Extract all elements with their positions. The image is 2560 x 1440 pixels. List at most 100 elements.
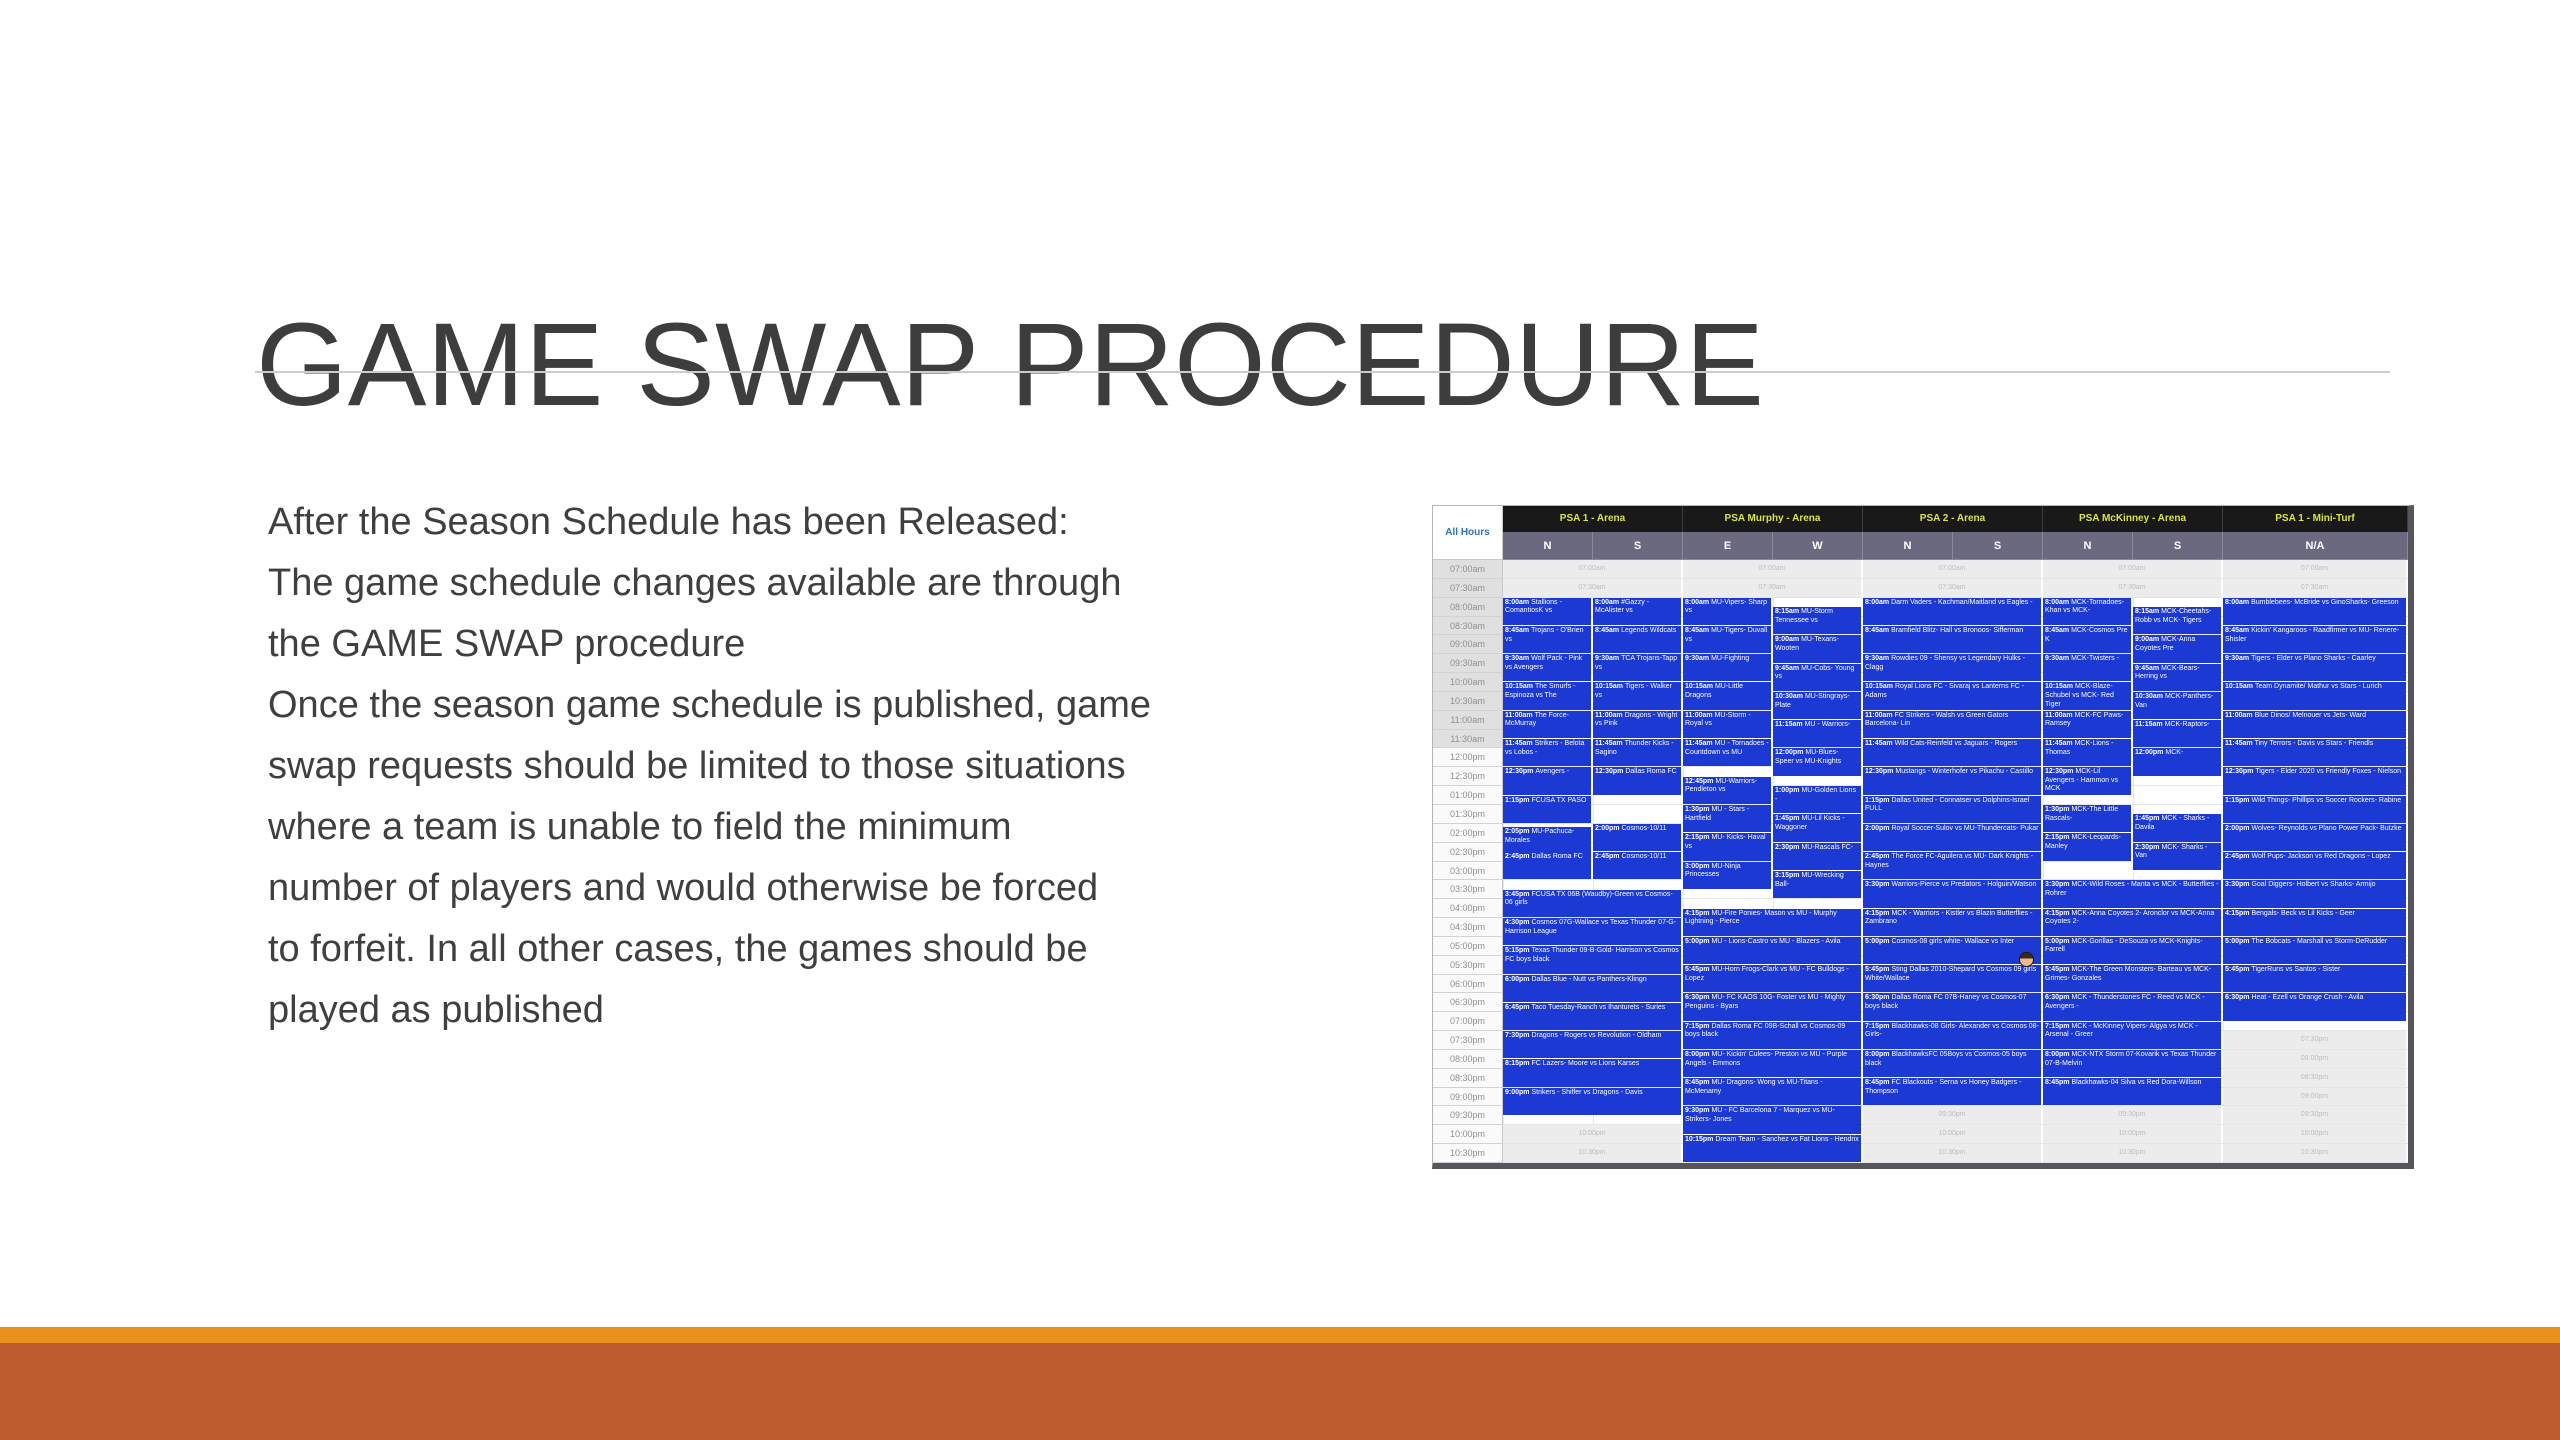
event-time: 6:30pm <box>1865 994 1892 1002</box>
schedule-event: 5:45pm Sting Dallas 2010-Shepard vs Cosm… <box>1863 965 2041 993</box>
event-time: 1:45pm <box>1775 815 1802 823</box>
schedule-event: 8:00am MU-Vipers- Sharp vs <box>1683 597 1771 625</box>
time-cell: 08:00am <box>1433 597 1503 617</box>
time-cell: 10:30pm <box>1433 1144 1503 1163</box>
schedule-event: 9:45am MCK-Bears- Herring vs <box>2133 663 2221 691</box>
event-time: 8:00pm <box>1685 1050 1712 1058</box>
schedule-event: 5:00pm MCK-Gorillas - DeSouza vs MCK-Kni… <box>2043 936 2221 965</box>
empty-slot: 09:30pm <box>2223 1106 2406 1125</box>
schedule-event: 1:15pm Dallas United - Connatser vs Dolp… <box>1863 795 2041 823</box>
event-time: 9:00pm <box>1505 1088 1532 1096</box>
schedule-event: 9:00am MU-Texans- Wooten <box>1773 635 1861 663</box>
event-time: 10:15am <box>2225 683 2255 691</box>
venue-header-cell: PSA Murphy - Arena <box>1683 506 1863 532</box>
event-time: 7:30pm <box>1505 1032 1532 1040</box>
event-time: 8:45am <box>1595 626 1622 634</box>
slide-body-text: After the Season Schedule has been Relea… <box>268 492 1478 1041</box>
event-time: 11:00am <box>1595 711 1625 719</box>
schedule-event: 8:00pm MU- Kickin' Culees- Preston vs MU… <box>1683 1049 1861 1078</box>
schedule-event: 10:15am Team Dynamite/ Mathur vs Stars -… <box>2223 682 2406 710</box>
empty-slot: 09:00pm <box>2223 1087 2406 1106</box>
schedule-event: 12:45pm MU-Warriors- Pendleton vs <box>1683 776 1771 804</box>
empty-slot: 10:00pm <box>1503 1125 1681 1144</box>
schedule-event: 9:30am Tigers - Elder vs Plano Sharks - … <box>2223 654 2406 682</box>
event-time: 8:00pm <box>1865 1050 1892 1058</box>
venue-header-cell: PSA 2 - Arena <box>1863 506 2043 532</box>
empty-slot: 07:00am <box>1503 560 1681 578</box>
event-time: 3:30pm <box>2225 881 2252 889</box>
grid-row-line <box>1503 579 2408 598</box>
schedule-event: 8:00am #Gazzy - McAlister vs <box>1593 597 1681 625</box>
time-cell: 05:30pm <box>1433 955 1503 975</box>
schedule-event: 8:15am MU-Storm Tennessee vs <box>1773 607 1861 635</box>
time-cell: 09:00pm <box>1433 1087 1503 1107</box>
event-time: 8:45am <box>1685 626 1712 634</box>
schedule-event: 8:15am MCK-Cheetahs- Robb vs MCK- Tigers <box>2133 607 2221 635</box>
event-time: 8:45am <box>2045 626 2072 634</box>
empty-slot: 07:30am <box>2223 578 2406 597</box>
grid-row-line <box>1503 862 2408 881</box>
schedule-event: 1:15pm Wild Things- Phillips vs Soccer R… <box>2223 795 2406 823</box>
empty-slot: 07:00am <box>1863 560 2041 578</box>
event-time: 2:45pm <box>2225 853 2252 861</box>
schedule-event: 2:00pm Cosmos-10/11 <box>1593 823 1681 852</box>
schedule-event: 1:45pm MU-Lil Kicks - Waggoner <box>1773 814 1861 842</box>
grid-row-line <box>1503 975 2408 994</box>
time-cell: 10:00pm <box>1433 1125 1503 1145</box>
schedule-event: 8:00am Darm Vaders - Kachman/Maitland vs… <box>1863 597 2041 625</box>
schedule-event: 10:15am MU-Little Dragons <box>1683 682 1771 710</box>
schedule-event: 4:15pm MCK-Anna Coyotes 2- Aronclor vs M… <box>2043 908 2221 936</box>
event-time: 4:15pm <box>2045 909 2072 917</box>
schedule-event: 5:00pm The Bobcats - Marshall vs Storm-D… <box>2223 936 2406 965</box>
event-time: 9:45am <box>1775 664 1802 672</box>
time-cell: 08:30pm <box>1433 1068 1503 1088</box>
empty-slot: 10:00pm <box>2223 1125 2406 1144</box>
schedule-event: 8:00am MCK-Tornadoes- Khan vs MCK- <box>2043 597 2131 625</box>
schedule-event: 6:30pm Heat - Ezell vs Orange Crush - Av… <box>2223 993 2406 1021</box>
grid-row-line <box>1503 1106 2408 1126</box>
event-time: 2:00pm <box>1595 824 1622 832</box>
paragraph-swap-policy: Once the season game schedule is publish… <box>268 684 1151 1031</box>
schedule-event: 5:45pm MCK-The Green Monsters- Barteau v… <box>2043 965 2221 993</box>
schedule-event: 2:05pm MU-Pachuca- Morales <box>1503 826 1591 855</box>
empty-slot: 07:00am <box>2223 560 2406 578</box>
schedule-event: 8:45pm FC Blackouts - Serna vs Honey Bad… <box>1863 1078 2041 1106</box>
event-time: 8:00am <box>1505 598 1532 606</box>
schedule-event: 10:15pm Dream Team - Sanchez vs Fat Lion… <box>1683 1134 1861 1162</box>
time-cell: 09:00am <box>1433 635 1503 655</box>
event-time: 4:15pm <box>1865 909 1892 917</box>
event-time: 7:15pm <box>1865 1022 1892 1030</box>
schedule-event: 1:15pm FCUSA TX PASO <box>1503 795 1591 823</box>
empty-slot: 10:30pm <box>1863 1144 2041 1162</box>
time-cell: 07:30pm <box>1433 1031 1503 1050</box>
event-time: 8:00am <box>2225 598 2252 606</box>
event-time: 2:45pm <box>1595 853 1622 861</box>
venue-header-cell: PSA 1 - Mini-Turf <box>2223 506 2408 532</box>
event-time: 12:00pm <box>1775 749 1806 757</box>
event-time: 8:00am <box>2045 598 2072 606</box>
event-time: 10:15am <box>1685 683 1715 691</box>
event-time: 8:15pm <box>1505 1060 1532 1068</box>
subcolumn-header-cell: N <box>1863 532 1953 560</box>
event-time: 11:00am <box>2225 711 2255 719</box>
schedule-event: 8:45am Bramfield Blitz- Hall vs Bronoos-… <box>1863 625 2041 654</box>
schedule-event: 6:30pm MCK - Thunderstones FC - Reed vs … <box>2043 993 2221 1021</box>
schedule-event: 1:45pm MCK - Sharks - Davila <box>2133 814 2221 842</box>
event-time: 9:30am <box>1505 655 1532 663</box>
subcolumn-header-cell: N <box>1503 532 1593 560</box>
schedule-event: 11:00am FC Strikers - Walsh vs Green Gat… <box>1863 710 2041 739</box>
subcolumn-header-cell: S <box>1593 532 1683 560</box>
grid-row-line <box>1503 918 2408 937</box>
event-time: 2:15pm <box>1685 834 1712 842</box>
schedule-event: 3:45pm FCUSA TX 06B (Waudby)-Green vs Co… <box>1503 889 1681 918</box>
schedule-event: 5:00pm MU - Lions-Castro vs MU - Blazers… <box>1683 936 1861 965</box>
event-time: 4:15pm <box>2225 909 2252 917</box>
schedule-event: 3:30pm Warriors-Pierce vs Predators - Ho… <box>1863 880 2041 908</box>
event-time: 1:15pm <box>1865 796 1892 804</box>
event-time: 8:15am <box>1775 608 1802 616</box>
subcolumn-header-cell: S <box>2133 532 2223 560</box>
event-time: 3:30pm <box>2045 881 2072 889</box>
grid-row-line <box>1503 748 2408 768</box>
time-cell: 07:00am <box>1433 560 1503 579</box>
event-time: 2:15pm <box>2045 834 2072 842</box>
